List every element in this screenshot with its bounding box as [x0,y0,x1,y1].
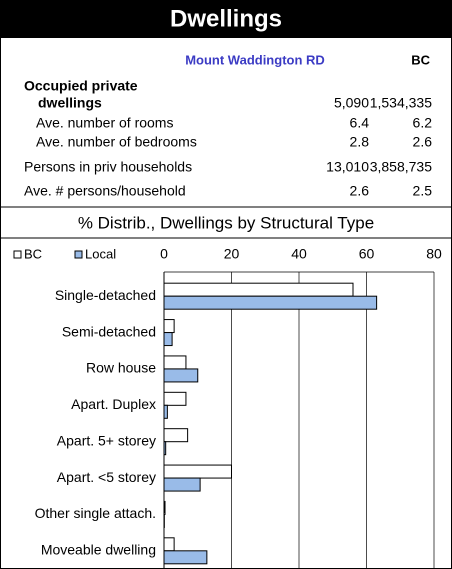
x-tick-label: 0 [160,246,168,262]
bar [163,404,168,419]
cell: 3,858,735 [370,159,432,175]
legend-label: BC [24,246,42,261]
legend-swatch [74,250,83,259]
category-label: Other single attach. [35,505,156,521]
cell: 1,534,335 [370,95,432,111]
bar [163,477,201,492]
x-tick-label: 40 [291,246,307,262]
category-label: Single-detached [55,287,156,303]
row-label: Ave. number of bedrooms [36,134,197,150]
cell: 2.6 [350,183,370,199]
row-label: Ave. # persons/household [24,183,186,199]
bar [163,537,175,552]
category-label: Apart. 5+ storey [57,432,156,448]
column-header: Mount Waddington RD [185,52,325,67]
x-tick-label: 20 [224,246,240,262]
cell: 13,010 [326,159,369,175]
category-label: Apart. <5 storey [57,469,156,485]
bar [163,355,187,370]
legend-swatch [13,250,22,259]
x-tick-label: 80 [426,246,442,262]
bar [163,550,208,565]
bar [163,332,173,347]
category-label: Row house [86,360,156,376]
bar [163,282,354,297]
row-label: Occupied private [24,78,138,94]
cell: 6.4 [350,115,370,131]
title: Dwellings [170,5,282,32]
cell: 2.6 [413,134,433,150]
cell: 6.2 [413,115,433,131]
row-label: Persons in priv households [24,159,192,175]
bar [163,391,187,406]
bar [163,319,175,334]
legend-label: Local [85,246,116,261]
cell: 5,090 [334,95,369,111]
cell: 2.5 [413,183,433,199]
row-label: dwellings [38,95,102,111]
bar [163,368,199,383]
row-label: Ave. number of rooms [36,115,173,131]
x-tick-label: 60 [359,246,375,262]
bar [163,428,189,443]
bar [163,295,378,310]
title-banner [0,0,452,38]
column-header: BC [411,52,430,67]
cell: 2.8 [350,134,370,150]
chart-title: % Distrib., Dwellings by Structural Type [78,213,374,232]
category-label: Moveable dwelling [41,542,156,558]
category-label: Apart. Duplex [71,396,156,412]
category-label: Semi-detached [62,323,156,339]
bar [163,464,232,479]
